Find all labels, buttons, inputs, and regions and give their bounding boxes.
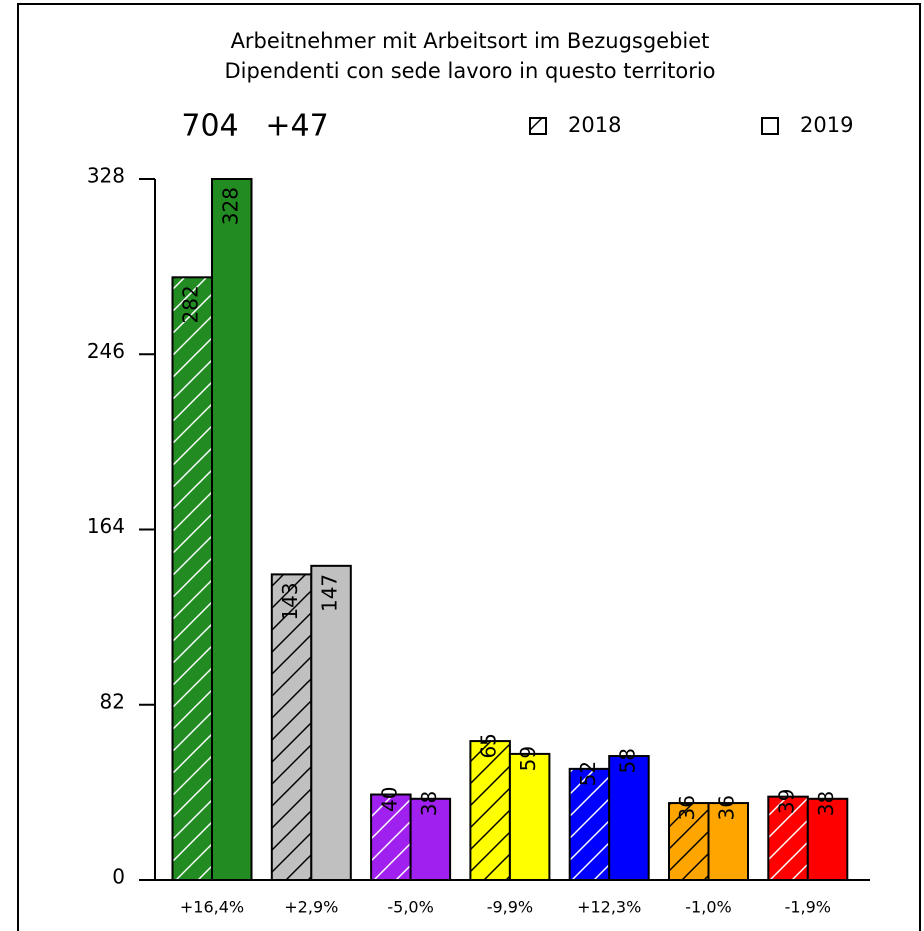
bar	[806, 797, 849, 881]
bar	[171, 276, 213, 881]
total-annotation: 704	[181, 109, 238, 144]
y-tick-label: 82	[100, 689, 125, 713]
value-label: 52	[576, 761, 600, 786]
bar	[211, 178, 253, 881]
bar	[668, 802, 710, 881]
x-tick-label: +12,3%	[577, 898, 641, 917]
y-tick-label: 246	[87, 339, 125, 363]
chart-subtitle: Dipendenti con sede lavoro in questo ter…	[224, 59, 715, 83]
legend-swatch	[761, 117, 779, 135]
y-tick-label: 0	[112, 865, 125, 889]
change-annotation: +47	[265, 109, 328, 144]
legend-label: 2018	[568, 113, 621, 137]
value-label: 38	[814, 791, 838, 816]
value-label: 65	[477, 733, 501, 758]
value-label: 58	[615, 748, 639, 773]
value-label: 328	[218, 187, 242, 225]
bar	[608, 755, 650, 881]
x-tick-label: -1,9%	[785, 898, 831, 917]
value-label: 143	[278, 582, 302, 620]
value-label: 147	[318, 574, 342, 612]
value-label: 36	[675, 795, 699, 820]
bar	[469, 740, 511, 882]
legend-label: 2019	[800, 113, 853, 137]
bar	[310, 564, 352, 882]
x-tick-label: +2,9%	[284, 898, 338, 917]
y-tick-label: 164	[87, 514, 125, 538]
frame	[17, 3, 921, 931]
legend-swatch	[529, 117, 547, 135]
x-tick-label: -9,9%	[487, 898, 533, 917]
bar	[508, 752, 551, 882]
value-label: 40	[377, 787, 401, 812]
bar	[270, 573, 313, 881]
x-tick-label: -5,0%	[387, 898, 433, 917]
x-tick-label: +16,4%	[180, 898, 244, 917]
chart-title: Arbeitnehmer mit Arbeitsort im Bezugsgeb…	[231, 29, 710, 53]
y-tick-label: 328	[87, 164, 125, 188]
x-tick-label: -1,0%	[685, 898, 731, 917]
value-label: 282	[179, 285, 203, 323]
bar	[409, 797, 452, 881]
value-label: 39	[775, 789, 799, 814]
value-label: 38	[417, 791, 441, 816]
value-label: 36	[715, 795, 739, 820]
bar	[707, 802, 749, 881]
bar	[767, 795, 809, 882]
value-label: 59	[516, 746, 540, 771]
